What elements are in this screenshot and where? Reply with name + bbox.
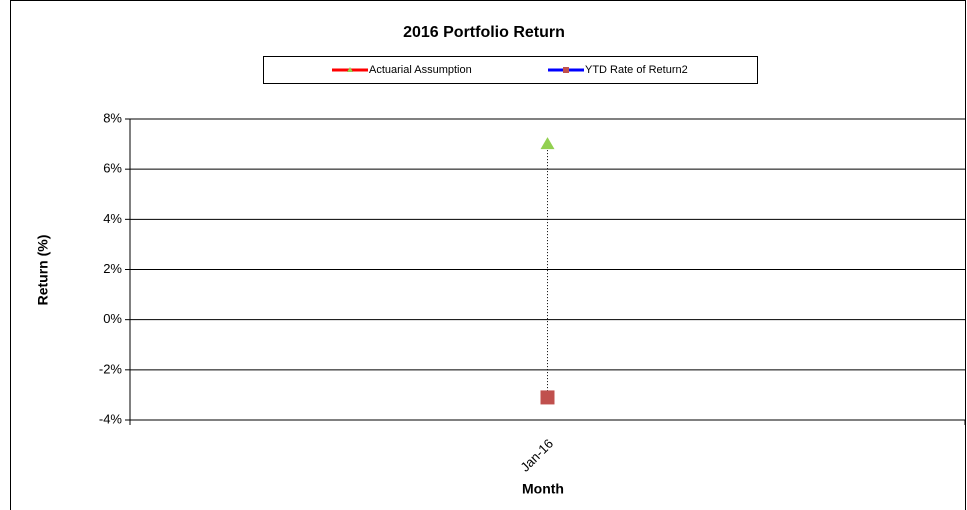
y-tick-label: 0% bbox=[103, 311, 122, 326]
chart-border bbox=[10, 0, 966, 510]
y-tick-label: -2% bbox=[99, 361, 123, 376]
chart-title: 2016 Portfolio Return bbox=[403, 24, 565, 41]
marker bbox=[540, 137, 555, 150]
y-tick-label: 8% bbox=[103, 110, 122, 125]
legend-marker bbox=[563, 67, 569, 73]
y-tick-label: 2% bbox=[103, 261, 122, 276]
y-tick-label: 4% bbox=[103, 211, 122, 226]
legend-label: YTD Rate of Return2 bbox=[585, 64, 688, 76]
y-axis-title: Return (%) bbox=[35, 235, 51, 306]
y-tick-label: 6% bbox=[103, 161, 122, 176]
y-tick-label: -4% bbox=[99, 411, 123, 426]
x-axis-title: Month bbox=[522, 481, 564, 497]
legend-marker bbox=[347, 67, 353, 72]
legend-label: Actuarial Assumption bbox=[369, 64, 472, 76]
marker bbox=[540, 390, 555, 405]
